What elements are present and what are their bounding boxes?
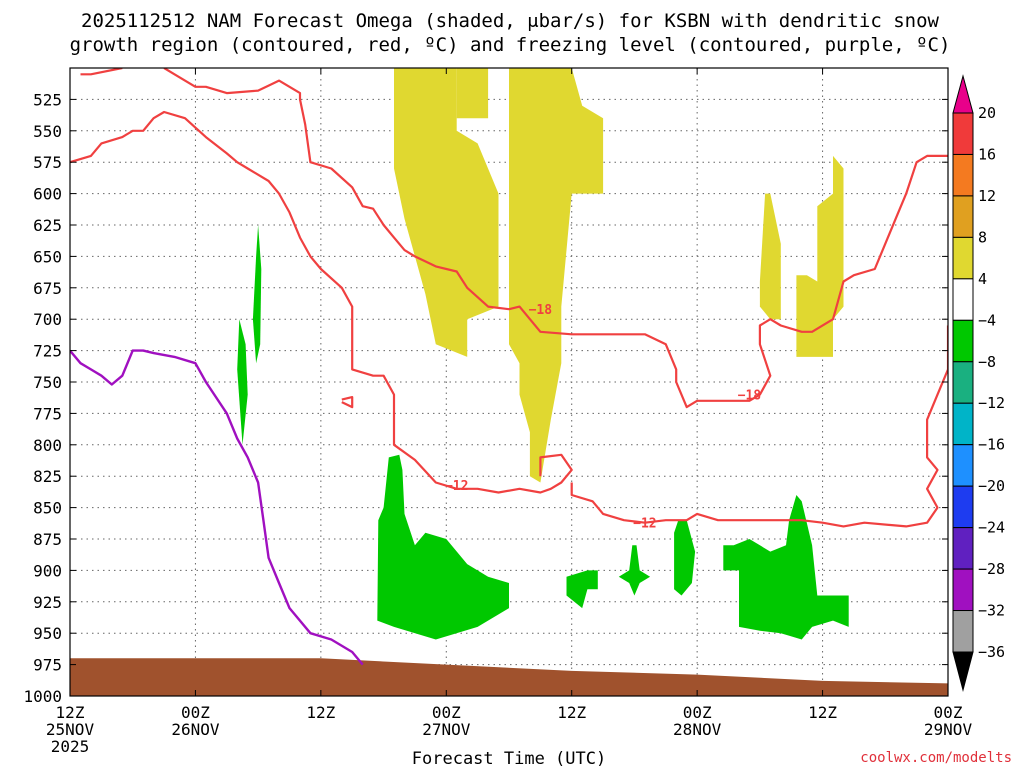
colorbar-bin bbox=[952, 236, 974, 280]
colorbar-bin bbox=[952, 568, 974, 612]
x-tick-label: 00Z bbox=[683, 703, 712, 722]
colorbar-bottom-arrow bbox=[952, 651, 974, 692]
y-tick-label: 775 bbox=[33, 404, 62, 423]
colorbar-label: 12 bbox=[978, 187, 996, 205]
dgz-contour-line bbox=[80, 68, 123, 76]
y-tick-label: 575 bbox=[33, 153, 62, 172]
y-tick-label: 750 bbox=[33, 373, 62, 392]
dgz-contour-line bbox=[70, 110, 573, 494]
dgz-contour-line bbox=[163, 68, 948, 409]
x-tick-label: 25NOV bbox=[46, 720, 95, 739]
y-tick-label: 975 bbox=[33, 656, 62, 675]
y-tick-label: 625 bbox=[33, 216, 62, 235]
y-tick-label: 900 bbox=[33, 561, 62, 580]
x-tick-label: 00Z bbox=[432, 703, 461, 722]
freezing-level-line bbox=[70, 349, 364, 666]
y-tick-label: 875 bbox=[33, 530, 62, 549]
y-tick-label: 725 bbox=[33, 342, 62, 361]
y-tick-label: 950 bbox=[33, 624, 62, 643]
colorbar-label: −12 bbox=[978, 394, 1005, 412]
omega-negative-region bbox=[252, 225, 262, 364]
x-tick-label: 12Z bbox=[56, 703, 85, 722]
colorbar-bin bbox=[952, 195, 974, 238]
x-tick-label: 29NOV bbox=[924, 720, 973, 739]
colorbar-top-arrow bbox=[952, 74, 974, 114]
omega-positive-region bbox=[509, 68, 604, 483]
omega-positive-region bbox=[394, 68, 499, 357]
colorbar-bin bbox=[952, 278, 974, 321]
chart-title-line1: 2025112512 NAM Forecast Omega (shaded, μ… bbox=[81, 10, 939, 32]
omega-positive-region bbox=[456, 68, 489, 119]
terrain-surface bbox=[70, 658, 948, 696]
omega-positive-region bbox=[796, 155, 844, 357]
colorbar-label: −24 bbox=[978, 519, 1005, 537]
y-tick-label: 700 bbox=[33, 310, 62, 329]
x-tick-label: 2025 bbox=[51, 737, 90, 756]
colorbar-label: 4 bbox=[978, 270, 987, 288]
y-tick-label: 825 bbox=[33, 467, 62, 486]
y-tick-label: 600 bbox=[33, 185, 62, 204]
colorbar-bin bbox=[952, 361, 974, 404]
colorbar-label: −8 bbox=[978, 353, 996, 371]
omega-negative-region bbox=[618, 545, 651, 596]
y-tick-label: 800 bbox=[33, 436, 62, 455]
colorbar-bin bbox=[952, 527, 974, 570]
dgz-contour-line bbox=[570, 325, 948, 528]
dgz-contour-label: −18 bbox=[529, 303, 553, 318]
colorbar-bin bbox=[952, 153, 974, 197]
credit-text: coolwx.com/modelts bbox=[860, 750, 1012, 766]
omega-negative-region bbox=[237, 319, 248, 445]
y-tick-label: 650 bbox=[33, 247, 62, 266]
x-tick-label: 26NOV bbox=[171, 720, 220, 739]
x-axis-label: Forecast Time (UTC) bbox=[412, 749, 606, 768]
y-tick-label: 850 bbox=[33, 499, 62, 518]
omega-negative-region bbox=[674, 520, 696, 596]
contour-lines bbox=[70, 68, 948, 666]
colorbar-bin bbox=[952, 444, 974, 487]
colorbar-label: −28 bbox=[978, 560, 1005, 578]
x-tick-label: 00Z bbox=[181, 703, 210, 722]
dgz-contour-label: −18 bbox=[738, 389, 762, 404]
omega-negative-region bbox=[377, 454, 509, 640]
colorbar-label: −4 bbox=[978, 311, 996, 329]
y-axis-ticks: 525 550 575 600 625 650 675 700 725 750 775 800 825 8… bbox=[23, 90, 948, 706]
colorbar-label: −32 bbox=[978, 602, 1005, 620]
colorbar-bin bbox=[952, 319, 974, 363]
contour-labels: −18 −18 −12 −12 bbox=[445, 303, 761, 532]
x-tick-label: 27NOV bbox=[422, 720, 471, 739]
y-tick-label: 1000 bbox=[23, 687, 62, 706]
colorbar-label: 16 bbox=[978, 145, 996, 163]
colorbar-label: 8 bbox=[978, 228, 987, 246]
x-tick-label: 28NOV bbox=[673, 720, 722, 739]
colorbar-bin bbox=[952, 112, 974, 155]
colorbar-bin bbox=[952, 610, 974, 653]
omega-positive-region bbox=[759, 193, 781, 320]
colorbar-label: −20 bbox=[978, 477, 1005, 495]
omega-shading bbox=[237, 68, 849, 640]
dgz-contour-label: −12 bbox=[633, 517, 656, 532]
colorbar-bin bbox=[952, 485, 974, 529]
y-tick-label: 925 bbox=[33, 593, 62, 612]
x-tick-label: 12Z bbox=[306, 703, 335, 722]
omega-negative-region bbox=[566, 570, 598, 609]
colorbar-label: −16 bbox=[978, 436, 1005, 454]
colorbar-label: 20 bbox=[978, 104, 996, 122]
y-tick-label: 550 bbox=[33, 122, 62, 141]
chart-title-line2: growth region (contoured, red, ºC) and f… bbox=[70, 34, 951, 56]
x-tick-label: 12Z bbox=[808, 703, 837, 722]
colorbar-bin bbox=[952, 402, 974, 446]
dgz-contour-label: −12 bbox=[445, 479, 468, 494]
colorbar: 20 16 12 8 4 −4 −8 −12 −16 −20 −24 −28 −32 −36 bbox=[952, 74, 1005, 692]
omega-negative-region bbox=[723, 495, 849, 640]
x-tick-label: 12Z bbox=[557, 703, 586, 722]
x-tick-label: 00Z bbox=[934, 703, 963, 722]
dgz-contour-line bbox=[341, 396, 354, 409]
y-tick-label: 675 bbox=[33, 279, 62, 298]
y-tick-label: 525 bbox=[33, 90, 62, 109]
colorbar-label: −36 bbox=[978, 643, 1005, 661]
terrain-fill bbox=[70, 658, 948, 696]
